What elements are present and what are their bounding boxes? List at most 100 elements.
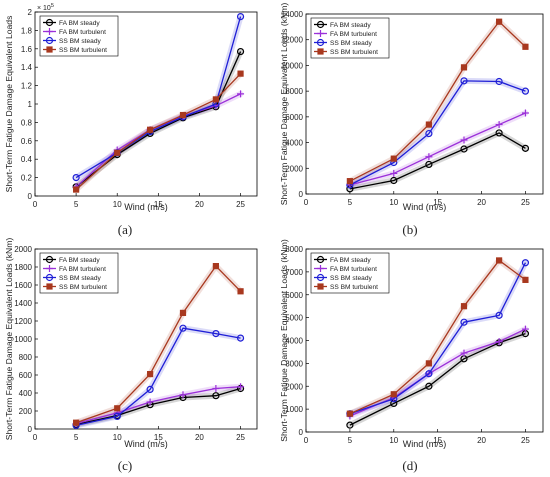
exponent-power: 5 [51,3,54,9]
x-tick-label: 10 [113,433,122,442]
data-point [212,392,220,400]
data-point [346,178,353,185]
y-tick-label: 7000 [285,268,303,277]
series-line [75,73,242,191]
data-point [522,276,529,283]
data-point [425,160,433,169]
legend-label: SS BM turbulent [330,284,378,291]
data-point [114,149,121,156]
legend-marker [45,273,54,282]
data-point [237,288,244,295]
series-line [349,21,526,182]
series-line [349,132,526,190]
y-tick-label: 2000 [14,245,32,254]
legend-marker [317,30,324,37]
y-tick-label: 1400 [14,299,32,308]
legend-label: FA BM turbulent [59,29,106,36]
data-point [237,383,245,391]
data-point [346,410,353,417]
legend-marker [316,20,325,29]
data-point [147,371,154,378]
legend-marker [45,18,54,27]
series-ss-bm-turbulent [73,70,244,193]
x-tick-label: 20 [195,433,204,442]
y-tick-label: 8000 [285,245,303,254]
x-tick-label: 15 [433,436,442,445]
x-tick-label: 0 [304,436,309,445]
y-tick-label: 6000 [285,291,303,300]
data-point [460,303,468,310]
y-tick-label: 1800 [14,263,32,272]
y-tick-label: 14000 [281,10,304,19]
data-point [212,96,219,103]
y-axis-label: Short-Term Fatigue Damage Equivalent Loa… [4,16,14,193]
y-tick-label: 400 [19,389,33,398]
x-tick-label: 25 [521,198,530,207]
legend-label: SS BM steady [59,275,101,282]
legend-label: FA BM steady [330,257,371,264]
data-point [521,87,530,95]
y-tick-label: 1200 [14,317,32,326]
data-point [146,398,154,406]
y-tick-label: 1000 [14,335,32,344]
y-tick-label: 1.6 [21,45,33,54]
y-tick-label: 10000 [281,61,304,70]
x-tick-label: 25 [236,200,245,209]
y-exponent-label: × 105 [37,3,54,12]
legend-item: SS BM turbulent [314,48,378,56]
x-tick-label: 15 [154,200,163,209]
series-line [349,80,526,186]
y-tick-label: 1 [28,100,33,109]
x-axis-label: Wind (m/s) [124,202,168,212]
y-tick-label: 4000 [285,139,303,148]
series-line [349,262,527,415]
panel-label: (c) [118,458,132,473]
data-point [521,109,529,117]
series-ss-bm-turbulent [346,18,529,185]
y-tick-label: 0 [299,428,304,437]
x-tick-label: 0 [33,433,38,442]
x-tick-label: 10 [113,200,122,209]
y-tick-label: 2 [28,8,33,17]
series-line [349,112,526,186]
y-axis-label: Short-Term Fatigue Damage Equivalent Loa… [279,3,289,206]
legend-marker [45,255,54,264]
legend-marker [316,255,325,264]
legend-item: SS BM steady [314,273,372,282]
data-point [495,129,503,137]
series-ss-bm-turbulent [346,257,529,417]
y-axis-label: Short-Term Fatigue Damage Equivalent Loa… [279,239,289,442]
y-tick-label: 1.8 [21,26,33,35]
data-point [495,311,503,319]
y-tick-label: 0.6 [21,137,33,146]
x-tick-label: 0 [304,198,309,207]
legend: FA BM steady FA BM turbulent SS BM steady S… [310,17,390,59]
x-tick-label: 5 [74,433,79,442]
y-tick-label: 1600 [14,281,32,290]
legend: FA BM steady FA BM turbulent SS BM steady S… [39,15,119,57]
series-line [349,333,526,426]
y-tick-label: 2000 [285,382,303,391]
data-point [460,145,468,153]
legend-label: FA BM turbulent [330,31,377,38]
legend-label: FA BM steady [59,257,100,264]
x-tick-label: 5 [348,436,353,445]
data-point [73,419,80,426]
data-point [495,338,503,346]
x-tick-label: 5 [348,198,353,207]
y-tick-label: 800 [19,353,33,362]
x-tick-label: 20 [477,198,486,207]
panel-label: (b) [402,222,417,237]
legend-marker [317,283,324,290]
legend-label: SS BM steady [330,40,372,47]
data-point [390,169,398,177]
exponent-base: × 10 [37,5,51,12]
y-tick-label: 1.4 [21,63,33,72]
x-tick-label: 20 [195,200,204,209]
x-axis-label: Wind (m/s) [124,439,168,449]
data-point [346,421,354,429]
data-point [212,330,220,338]
data-point [72,174,80,182]
legend-item: FA BM steady [314,255,371,264]
panel-2: 0 5 10 15 20 25 0 2000 4000 6000 8000 10000 12000 140… [279,3,544,237]
